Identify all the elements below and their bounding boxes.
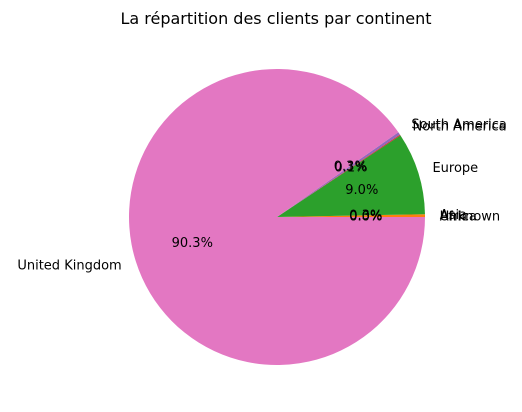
slice-label-africa: Africa xyxy=(440,210,477,225)
slice-label-unknown: Unknown xyxy=(440,210,500,225)
slice-label-europe: Europe xyxy=(432,161,478,176)
slice-percent-unknown: 0.0% xyxy=(349,210,382,225)
pie-slices xyxy=(128,68,426,365)
slice-label-asia: Asia xyxy=(440,208,467,223)
slice-north-america xyxy=(277,134,401,217)
slice-label-united-kingdom: United Kingdom xyxy=(17,258,121,273)
slice-united-kingdom xyxy=(128,68,425,365)
slice-percent-south-america: 0.3% xyxy=(334,159,367,174)
pie-labels: Africa 0.0% Asia 0.3% Europe 9.0% North Americ… xyxy=(17,118,507,274)
chart-title: La répartition des clients par continent xyxy=(120,9,431,28)
slice-asia xyxy=(277,214,426,217)
slice-label-north-america: North America xyxy=(413,119,507,134)
slice-label-south-america: South America xyxy=(411,118,507,133)
slice-europe xyxy=(277,135,425,217)
slice-south-america xyxy=(277,132,400,217)
slice-percent-united-kingdom: 90.3% xyxy=(172,236,213,251)
slice-percent-europe: 9.0% xyxy=(345,183,378,198)
slice-percent-north-america: 0.1% xyxy=(334,160,367,175)
slice-percent-asia: 0.3% xyxy=(349,209,382,224)
slice-percent-africa: 0.0% xyxy=(349,210,382,225)
